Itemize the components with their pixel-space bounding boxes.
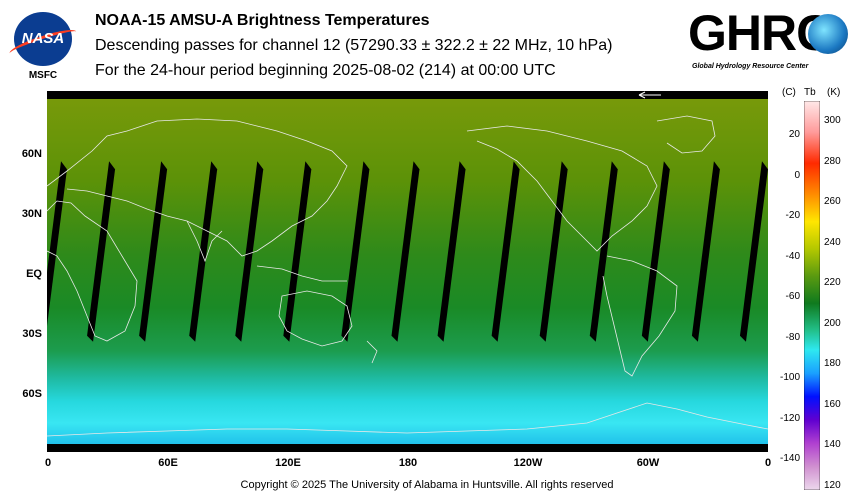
orbit-gap-11	[589, 161, 618, 342]
colorbar-kelvin-tick: 240	[824, 236, 841, 248]
coastline-india	[186, 220, 223, 263]
colorbar-celsius-tick: -140	[779, 453, 800, 465]
colorbar-kelvin-tick: 140	[824, 439, 841, 451]
coastline-south-america	[602, 255, 678, 377]
x-tick-0: 0	[44, 457, 52, 469]
copyright: Copyright © 2025 The University of Alaba…	[240, 479, 614, 491]
coastline-africa	[47, 200, 138, 342]
colorbar	[804, 101, 820, 490]
orbit-gap-13	[691, 161, 720, 342]
y-tick-EQ: EQ	[26, 268, 42, 280]
colorbar-header-kelvin: (K)	[827, 87, 841, 98]
orbit-gap-0	[47, 161, 67, 327]
coastline-new-zealand	[366, 340, 378, 364]
orbit-gap-10	[539, 161, 568, 342]
coastline-antarctica	[47, 402, 768, 437]
colorbar-kelvin-tick: 220	[824, 277, 841, 289]
y-tick-60N: 60N	[21, 148, 42, 160]
x-tick-180: 180	[398, 457, 418, 469]
colorbar-kelvin-tick: 160	[824, 398, 841, 410]
nasa-logo	[14, 12, 72, 66]
arrow-icon	[638, 91, 661, 99]
colorbar-celsius-tick: -60	[785, 291, 800, 303]
x-tick-120E: 120E	[275, 457, 301, 469]
orbit-gap-14	[739, 161, 768, 342]
colorbar-kelvin-tick: 300	[824, 115, 841, 127]
orbit-gap-7	[391, 161, 420, 342]
chart-subtitle-1: Descending passes for channel 12 (57290.…	[95, 37, 613, 54]
colorbar-celsius-tick: 0	[794, 169, 800, 181]
orbit-gap-6	[341, 161, 370, 342]
orbit-gap-12	[641, 161, 670, 342]
colorbar-header-tb: Tb	[804, 87, 816, 98]
colorbar-kelvin-tick: 200	[824, 317, 841, 329]
globe-icon	[808, 14, 848, 54]
y-tick-30S: 30S	[22, 328, 42, 340]
coastline-indonesia	[256, 265, 347, 282]
colorbar-celsius-tick: -40	[785, 250, 800, 262]
orbit-gap-2	[139, 161, 168, 342]
coastline-north-america	[466, 125, 658, 252]
chart-title: NOAA-15 AMSU-A Brightness Temperatures	[95, 12, 430, 29]
orbit-gaps	[47, 161, 768, 342]
chart-subtitle-2: For the 24-hour period beginning 2025-08…	[95, 62, 556, 79]
colorbar-celsius-tick: 20	[788, 129, 800, 141]
x-tick-120W: 120W	[513, 457, 543, 469]
orbit-gap-8	[437, 161, 466, 342]
y-tick-30N: 30N	[21, 208, 42, 220]
orbit-gap-1	[87, 161, 116, 342]
bottom-black-band	[47, 444, 768, 452]
colorbar-kelvin-tick: 260	[824, 196, 841, 208]
colorbar-header-celsius: (C)	[782, 87, 796, 98]
orbit-gap-5	[283, 161, 312, 342]
ghrc-subtitle: Global Hydrology Resource Center	[692, 63, 809, 70]
colorbar-celsius-tick: -20	[785, 210, 800, 222]
orbit-gap-4	[235, 161, 264, 342]
colorbar-kelvin-tick: 120	[824, 479, 841, 491]
field-background	[47, 91, 768, 452]
nasa-logo-text: NASA	[21, 30, 65, 47]
msfc-label: MSFC	[28, 70, 58, 81]
coastline-greenland	[656, 115, 716, 154]
coastline-australia	[278, 290, 353, 347]
colorbar-kelvin-tick: 180	[824, 358, 841, 370]
y-tick-60S: 60S	[22, 388, 42, 400]
coastlines	[47, 115, 768, 437]
x-tick-60W: 60W	[636, 457, 660, 469]
brightness-temperature-map	[47, 91, 768, 452]
x-tick-0-end: 0	[764, 457, 772, 469]
coastline-eurasia	[47, 118, 348, 257]
colorbar-kelvin-tick: 280	[824, 155, 841, 167]
orbit-gap-9	[491, 161, 520, 342]
x-tick-60E: 60E	[158, 457, 178, 469]
top-black-band	[47, 91, 768, 99]
orbit-gap-3	[189, 161, 218, 342]
colorbar-celsius-tick: -100	[779, 372, 800, 384]
colorbar-celsius-tick: -80	[785, 331, 800, 343]
colorbar-celsius-tick: -120	[779, 412, 800, 424]
